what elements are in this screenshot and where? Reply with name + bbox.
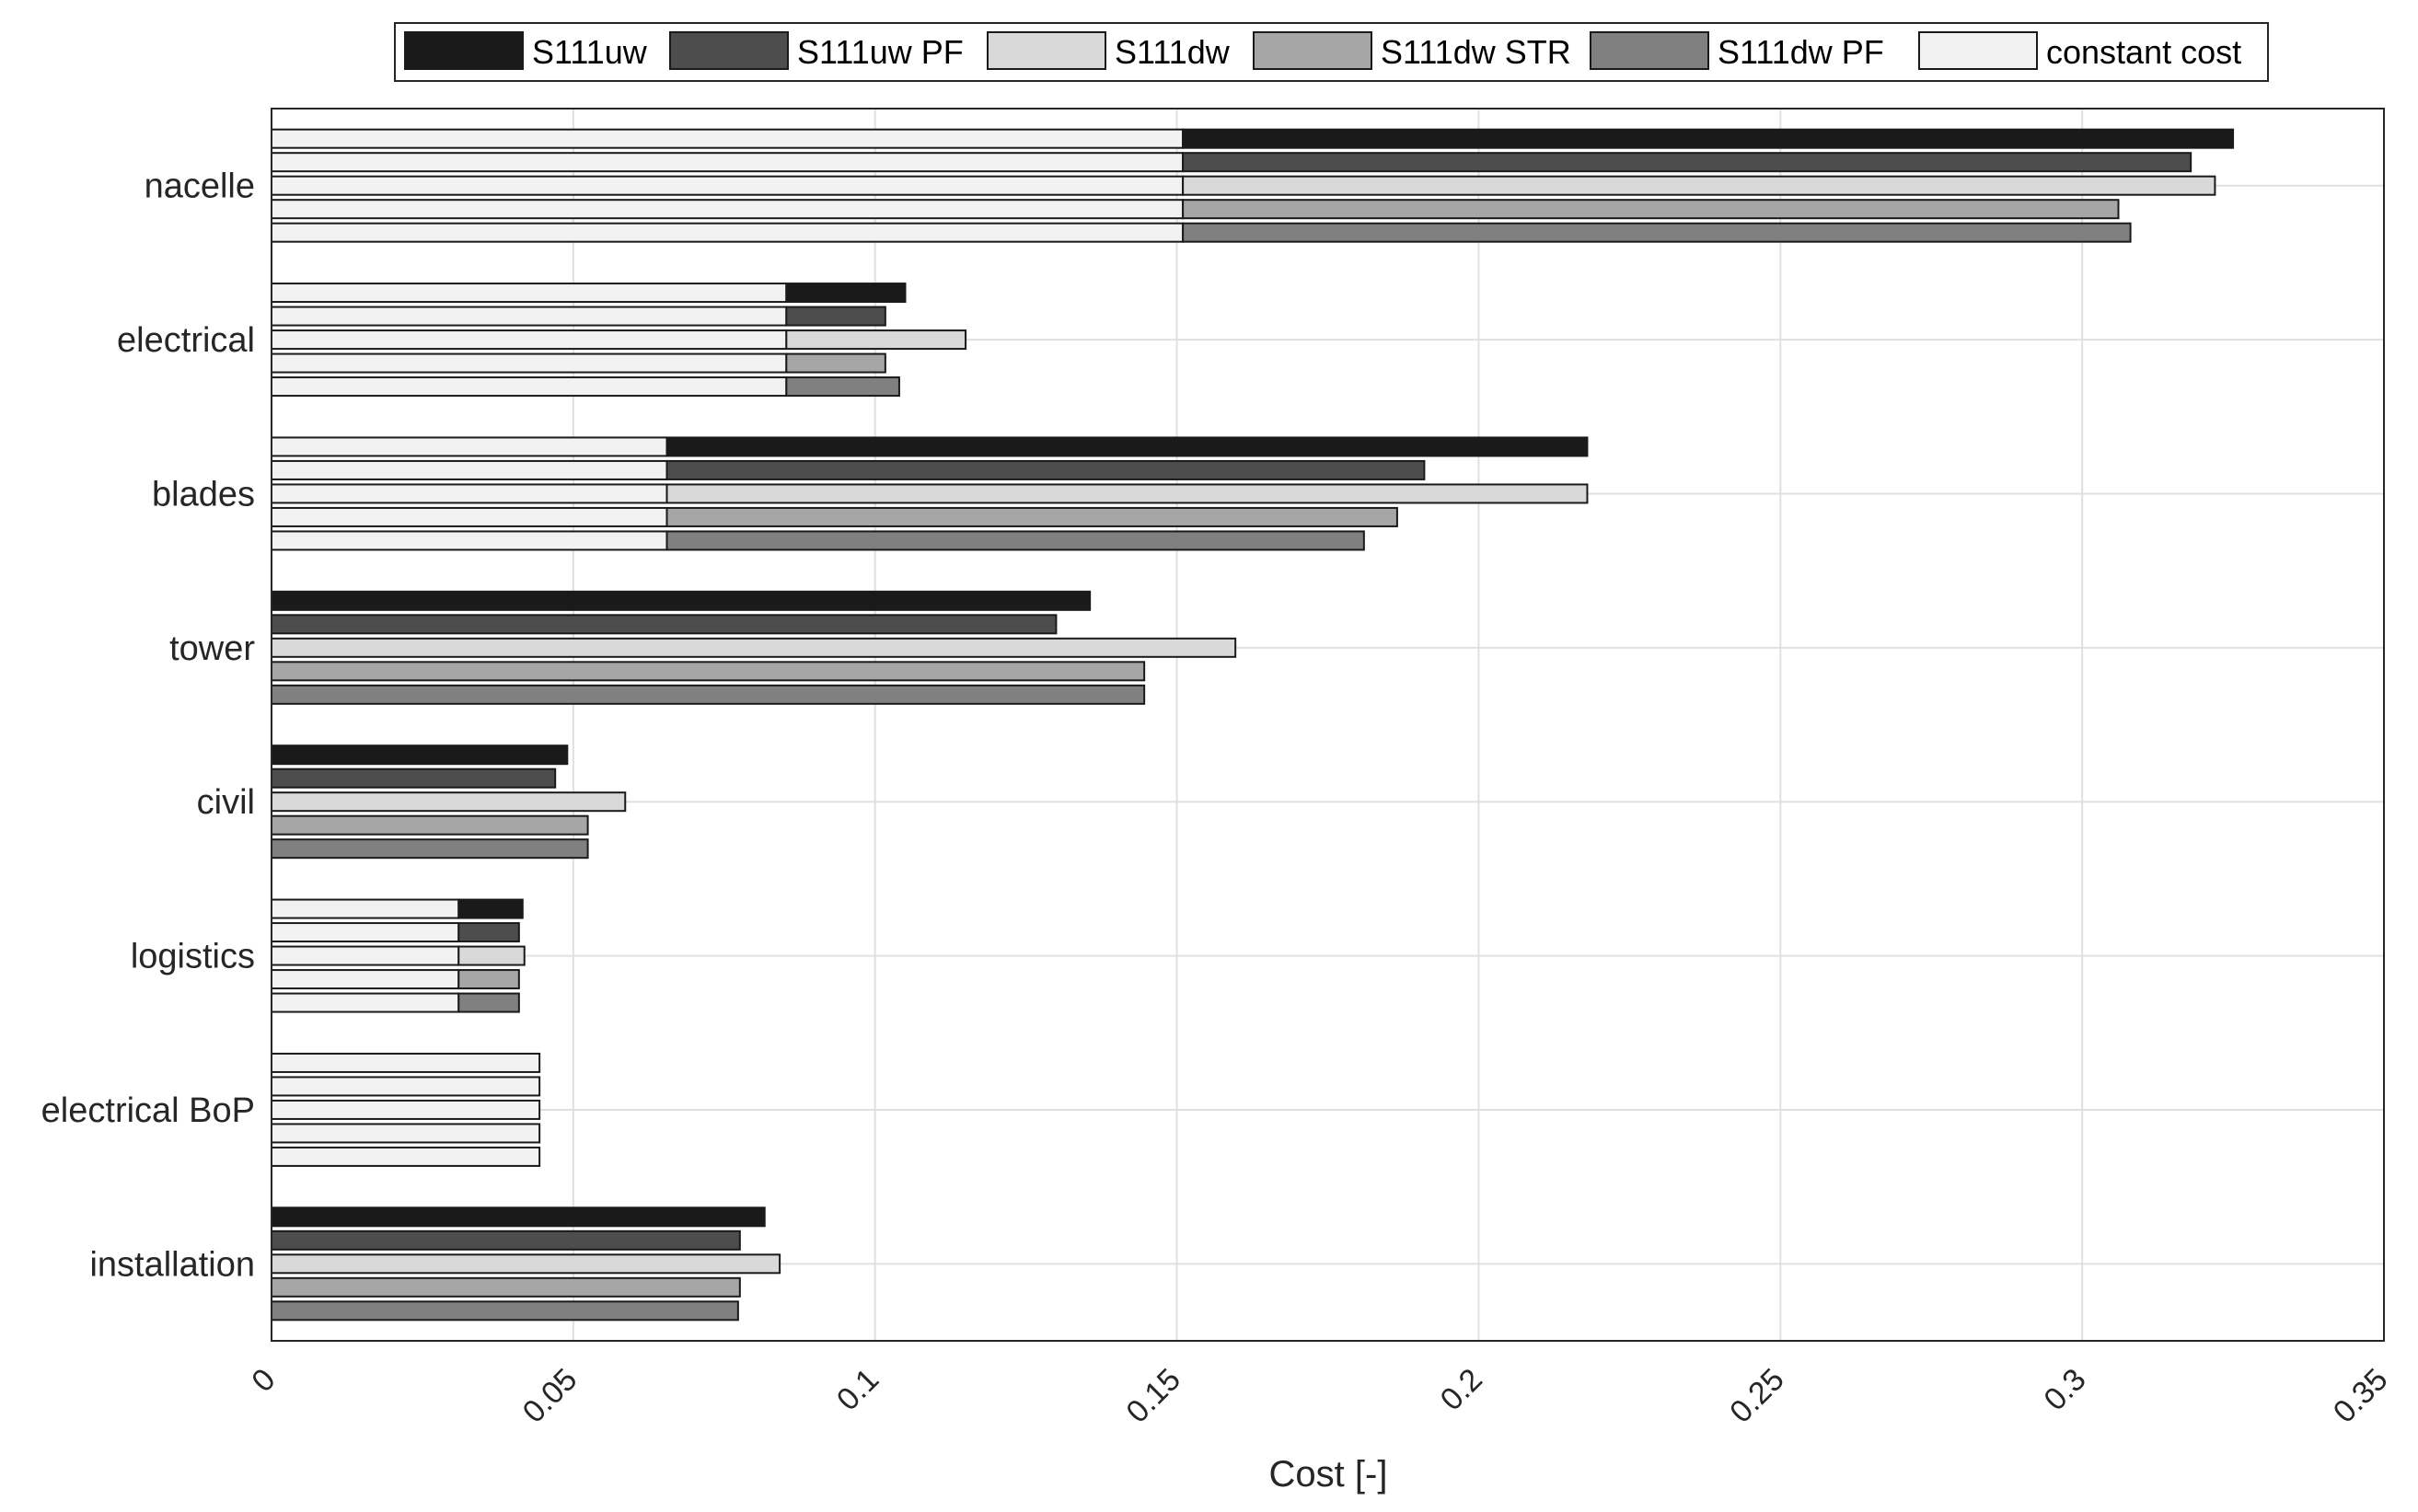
x-tick-labels: 0 0.05 0.1 0.15 0.2 0.25 0.3 0.35 (245, 1362, 2394, 1430)
bar-constant-cost (271, 436, 668, 457)
bar-s111dw-str (1182, 199, 2120, 220)
legend-label: S111dw (1115, 33, 1231, 71)
bar-s111dw-pf (271, 1300, 739, 1322)
bar-s111dw (271, 637, 1237, 658)
category-label: electrical BoP (41, 1091, 255, 1130)
bar-constant-cost (271, 506, 668, 527)
bar-s111dw (457, 945, 526, 966)
bar-s111uw-pf (785, 306, 886, 327)
category-label: blades (152, 475, 255, 514)
legend-label: S111dw PF (1718, 33, 1884, 71)
category-label: tower (169, 629, 255, 668)
bar-constant-cost (271, 1123, 541, 1144)
bar-s111dw-str (271, 814, 589, 836)
bar-s111uw (457, 898, 524, 919)
bar-s111uw-pf (665, 459, 1426, 480)
bar-s111dw-pf (271, 684, 1146, 705)
category-label: installation (89, 1245, 255, 1284)
bar-s111dw-pf (271, 838, 589, 860)
legend-swatch (669, 31, 789, 70)
bar-constant-cost (271, 199, 1185, 220)
bar-constant-cost (271, 222, 1185, 243)
legend-label: S111uw PF (797, 33, 964, 71)
bar-constant-cost (271, 922, 460, 943)
bar-constant-cost (271, 329, 788, 351)
x-tick-label: 0.05 (516, 1362, 584, 1430)
bar-constant-cost (271, 1099, 541, 1120)
legend-label: S111dw STR (1381, 33, 1571, 71)
bars (271, 128, 2235, 1322)
bar-s111dw-pf (1182, 222, 2132, 243)
bar-s111dw-pf (457, 992, 520, 1013)
bar-s111dw (785, 329, 967, 351)
category-label: nacelle (145, 167, 255, 206)
bar-s111dw-pf (665, 530, 1365, 551)
bar-s111dw-str (271, 661, 1146, 682)
bar-s111dw-str (271, 1276, 741, 1298)
bar-s111uw (1182, 128, 2235, 149)
category-label: logistics (131, 938, 255, 976)
x-tick-label: 0.35 (2327, 1362, 2395, 1430)
x-tick-label: 0.15 (1119, 1362, 1187, 1430)
bar-constant-cost (271, 152, 1185, 173)
legend-swatch (1253, 31, 1372, 70)
bar-constant-cost (271, 283, 788, 304)
x-tick-label: 0.25 (1723, 1362, 1791, 1430)
bar-s111dw-pf (785, 376, 900, 398)
bar-s111dw-str (785, 352, 886, 374)
legend-swatch (1590, 31, 1709, 70)
bar-constant-cost (271, 530, 668, 551)
bar-s111uw (271, 590, 1092, 611)
bar-constant-cost (271, 376, 788, 398)
bar-constant-cost (271, 945, 460, 966)
legend: S111uw S111uw PF S111dw S111dw STR S111dw PF… (394, 22, 2269, 82)
bar-constant-cost (271, 1076, 541, 1097)
bar-constant-cost (271, 992, 460, 1013)
bar-s111uw (271, 744, 569, 766)
x-tick-label: 0.2 (1434, 1362, 1489, 1417)
legend-swatch (1918, 31, 2038, 70)
bar-s111dw (271, 1253, 781, 1275)
category-labels: nacelle electrical blades tower civil logisti… (41, 167, 256, 1285)
bar-s111uw-pf (271, 768, 557, 789)
bar-s111uw-pf (271, 614, 1058, 635)
bar-constant-cost (271, 898, 460, 919)
bar-s111uw (665, 436, 1589, 457)
bar-constant-cost (271, 352, 788, 374)
category-label: electrical (117, 321, 255, 360)
bar-constant-cost (271, 306, 788, 327)
bar-s111uw (271, 1206, 766, 1228)
bar-s111uw-pf (1182, 152, 2192, 173)
bar-constant-cost (271, 969, 460, 990)
bar-s111uw (785, 283, 907, 304)
bar-constant-cost (271, 1146, 541, 1167)
x-tick-label: 0.1 (830, 1362, 885, 1417)
bar-s111dw (1182, 175, 2216, 196)
bar-constant-cost (271, 483, 668, 504)
bar-s111dw-str (665, 506, 1398, 527)
bar-constant-cost (271, 175, 1185, 196)
bar-constant-cost (271, 128, 1185, 149)
legend-label: S111uw (532, 33, 648, 71)
category-label: civil (197, 783, 255, 822)
legend-swatch (404, 31, 524, 70)
bar-s111uw-pf (457, 922, 520, 943)
x-axis-label: Cost [-] (1269, 1454, 1388, 1495)
bar-s111dw (665, 483, 1589, 504)
x-tick-label: 0.3 (2037, 1362, 2092, 1417)
bar-s111dw (271, 791, 627, 813)
legend-swatch (987, 31, 1106, 70)
bar-constant-cost (271, 1052, 541, 1073)
bar-s111uw-pf (271, 1229, 741, 1251)
plot-frame (271, 108, 2385, 1342)
bar-constant-cost (271, 459, 668, 480)
x-tick-label: 0 (245, 1362, 282, 1399)
bar-s111dw-str (457, 969, 520, 990)
legend-label: constant cost (2046, 33, 2241, 71)
